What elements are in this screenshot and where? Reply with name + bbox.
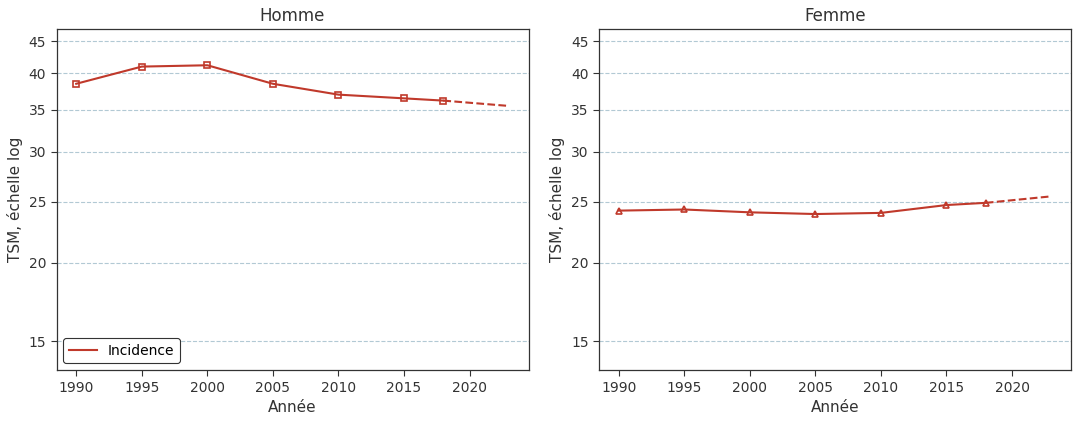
Title: Femme: Femme: [804, 7, 866, 25]
X-axis label: Année: Année: [268, 400, 317, 415]
X-axis label: Année: Année: [811, 400, 859, 415]
Legend: Incidence: Incidence: [64, 338, 180, 363]
Y-axis label: TSM, échelle log: TSM, échelle log: [6, 137, 23, 262]
Y-axis label: TSM, échelle log: TSM, échelle log: [550, 137, 566, 262]
Title: Homme: Homme: [260, 7, 326, 25]
